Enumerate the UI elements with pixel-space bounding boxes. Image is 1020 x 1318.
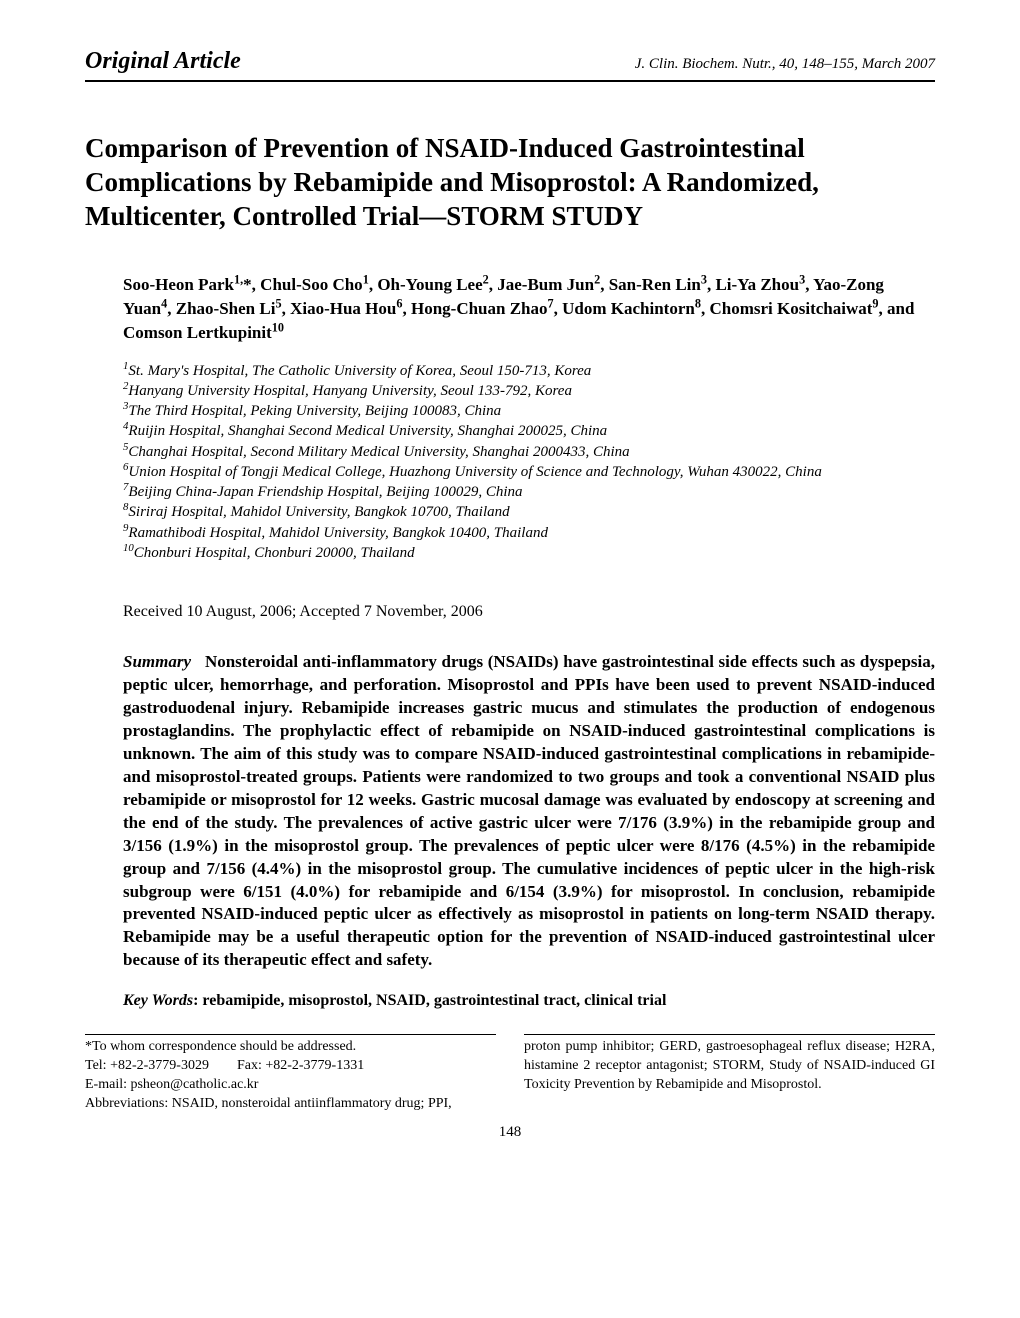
affiliation-line: 9Ramathibodi Hospital, Mahidol Universit… bbox=[123, 523, 935, 543]
affiliations-list: 1St. Mary's Hospital, The Catholic Unive… bbox=[85, 361, 935, 564]
affiliation-line: 5Changhai Hospital, Second Military Medi… bbox=[123, 442, 935, 462]
summary-body: Nonsteroidal anti-inflammatory drugs (NS… bbox=[123, 652, 935, 969]
summary-label: Summary bbox=[123, 652, 191, 671]
footnotes-row: *To whom correspondence should be addres… bbox=[85, 1034, 935, 1114]
affiliation-line: 7Beijing China-Japan Friendship Hospital… bbox=[123, 482, 935, 502]
section-label: Original Article bbox=[85, 48, 241, 75]
header-row: Original Article J. Clin. Biochem. Nutr.… bbox=[85, 48, 935, 82]
affiliation-line: 1St. Mary's Hospital, The Catholic Unive… bbox=[123, 361, 935, 381]
affiliation-line: 2Hanyang University Hospital, Hanyang Un… bbox=[123, 381, 935, 401]
journal-reference: J. Clin. Biochem. Nutr., 40, 148–155, Ma… bbox=[635, 56, 935, 73]
affiliation-line: 6Union Hospital of Tongji Medical Colleg… bbox=[123, 462, 935, 482]
footnote-right-column: proton pump inhibitor; GERD, gastroesoph… bbox=[524, 1034, 935, 1114]
received-accepted-dates: Received 10 August, 2006; Accepted 7 Nov… bbox=[85, 603, 935, 621]
affiliation-line: 3The Third Hospital, Peking University, … bbox=[123, 401, 935, 421]
author-list: Soo-Heon Park1,*, Chul-Soo Cho1, Oh-Youn… bbox=[85, 273, 935, 344]
footnote-left-column: *To whom correspondence should be addres… bbox=[85, 1034, 496, 1114]
keywords-line: Key Words: rebamipide, misoprostol, NSAI… bbox=[85, 992, 935, 1010]
summary-block: Summary Nonsteroidal anti-inflammatory d… bbox=[85, 651, 935, 972]
affiliation-line: 10Chonburi Hospital, Chonburi 20000, Tha… bbox=[123, 543, 935, 563]
page-number: 148 bbox=[85, 1124, 935, 1141]
affiliation-line: 4Ruijin Hospital, Shanghai Second Medica… bbox=[123, 421, 935, 441]
affiliation-line: 8Siriraj Hospital, Mahidol University, B… bbox=[123, 502, 935, 522]
keywords-text: : rebamipide, misoprostol, NSAID, gastro… bbox=[193, 992, 666, 1009]
article-title: Comparison of Prevention of NSAID-Induce… bbox=[85, 132, 935, 233]
keywords-label: Key Words bbox=[123, 992, 193, 1009]
